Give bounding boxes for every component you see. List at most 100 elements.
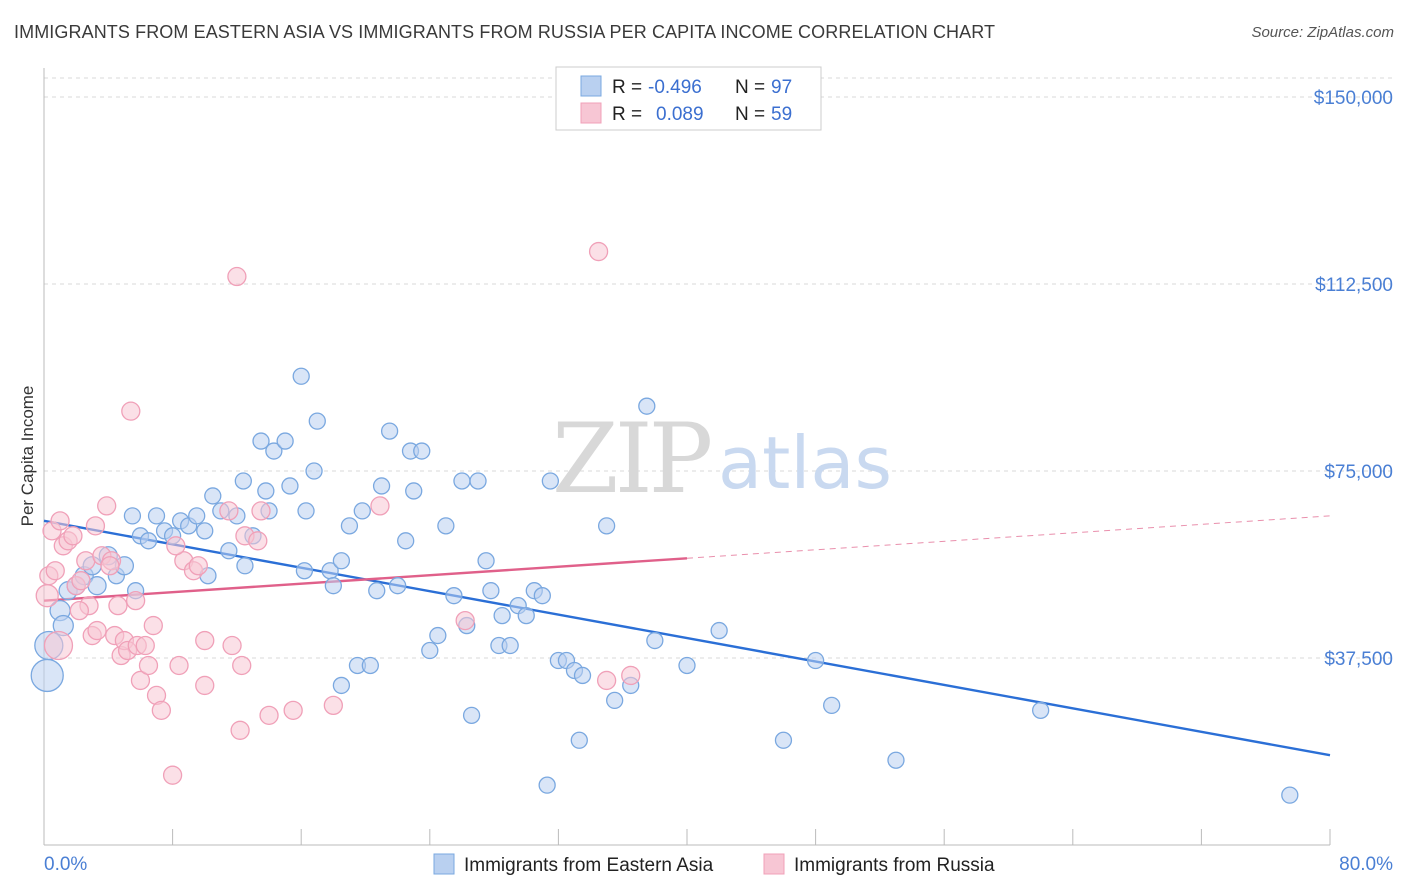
russia-point — [63, 526, 83, 546]
eastern-asia-point — [295, 562, 314, 580]
axes — [43, 68, 1331, 846]
y-tick-label: $37,500 — [1324, 649, 1393, 670]
watermark: ZIP atlas — [552, 403, 892, 515]
legend-r-label-1: R = — [612, 77, 642, 98]
russia-point — [195, 675, 215, 696]
eastern-asia-point — [372, 477, 391, 495]
eastern-asia-point — [538, 776, 556, 794]
eastern-asia-point — [469, 472, 487, 490]
eastern-asia-point — [533, 587, 551, 605]
eastern-asia-point — [462, 706, 481, 724]
russia-point — [130, 670, 151, 691]
eastern-asia-point — [236, 557, 254, 575]
y-tick-label: $112,500 — [1315, 275, 1393, 296]
russia-point — [169, 655, 189, 676]
eastern-asia-point — [147, 507, 166, 525]
eastern-asia-point — [196, 522, 214, 540]
eastern-asia-point — [308, 412, 326, 430]
series-legend-label-1: Immigrants from Eastern Asia — [464, 855, 714, 876]
eastern-asia-point — [220, 542, 238, 560]
eastern-asia-point — [324, 577, 343, 595]
eastern-asia-point — [710, 621, 728, 640]
eastern-asia-point — [297, 502, 315, 520]
eastern-asia-point — [340, 517, 359, 535]
eastern-asia-point — [139, 532, 158, 550]
legend-n-value-2: 59 — [771, 104, 792, 125]
eastern-asia-point — [570, 731, 588, 749]
watermark-zip: ZIP — [552, 403, 711, 515]
russia-point — [188, 556, 208, 576]
eastern-asia-point — [276, 432, 294, 450]
russia-point — [85, 516, 106, 536]
eastern-asia-point — [429, 626, 447, 645]
eastern-asia-point — [887, 751, 905, 769]
russia-point — [43, 630, 74, 661]
eastern-asia-point — [87, 576, 107, 596]
eastern-asia-point — [332, 676, 351, 695]
series-legend-label-2: Immigrants from Russia — [794, 855, 995, 876]
eastern-asia-point — [482, 582, 500, 600]
series-legend-swatch-1 — [433, 853, 455, 875]
eastern-asia-point — [305, 462, 323, 480]
russia-point — [143, 615, 163, 636]
russia-point — [455, 610, 475, 631]
russia-point — [135, 635, 155, 656]
eastern-asia-point — [421, 641, 439, 660]
russia-point — [259, 705, 279, 725]
eastern-asia-point — [477, 552, 495, 570]
russia-trendline-extension — [686, 515, 1331, 559]
watermark-atlas: atlas — [718, 421, 892, 505]
russia-point — [71, 571, 91, 591]
legend-r-label-2: R = — [612, 104, 642, 125]
series-legend-swatch-2 — [763, 853, 785, 875]
source-label: Source: ZipAtlas.com — [1251, 24, 1394, 41]
eastern-asia-point — [388, 577, 407, 595]
eastern-asia-point — [413, 442, 431, 460]
russia-point — [248, 531, 268, 551]
eastern-asia-point — [234, 472, 252, 490]
russia-point — [195, 630, 215, 651]
legend-n-label-2: N = — [735, 104, 765, 125]
eastern-asia-point — [638, 397, 656, 415]
russia-point — [97, 496, 117, 516]
eastern-asia-point — [353, 502, 371, 520]
russia-point — [588, 241, 609, 262]
y-tick-labels: $37,500 $75,000 $112,500 $150,000 — [1314, 88, 1393, 670]
eastern-asia-point — [1281, 786, 1299, 804]
eastern-asia-point — [606, 691, 624, 710]
chart-title: IMMIGRANTS FROM EASTERN ASIA VS IMMIGRAN… — [14, 22, 996, 42]
eastern-asia-point — [252, 432, 270, 450]
russia-point — [370, 496, 390, 516]
russia-point — [251, 501, 271, 521]
eastern-asia-point — [1032, 701, 1050, 720]
eastern-asia-point — [368, 582, 386, 600]
russia-point — [151, 700, 171, 721]
eastern-asia-point — [204, 487, 222, 505]
eastern-asia-point — [517, 606, 535, 625]
eastern-asia-point — [437, 517, 455, 535]
legend-swatch-blue — [580, 75, 602, 97]
eastern-asia-point — [453, 472, 471, 490]
russia-point — [125, 591, 146, 611]
russia-point — [219, 501, 239, 521]
russia-point — [69, 600, 90, 621]
stats-legend: R = -0.496 N = 97 R = 0.089 N = 59 — [555, 66, 822, 131]
eastern-asia-trendline — [43, 519, 1331, 757]
eastern-asia-point — [265, 442, 283, 460]
legend-r-value-2: 0.089 — [656, 104, 704, 125]
series-legend: Immigrants from Eastern Asia Immigrants … — [433, 853, 995, 876]
eastern-asia-point — [361, 656, 379, 675]
russia-point — [596, 670, 617, 691]
x-tick-label-left: 0.0% — [44, 854, 87, 875]
eastern-asia-point — [501, 636, 519, 655]
eastern-asia-point — [123, 507, 142, 525]
russia-point — [230, 720, 250, 740]
russia-point — [323, 695, 344, 716]
y-tick-label: $150,000 — [1314, 88, 1393, 109]
eastern-asia-point — [30, 658, 64, 693]
russia-point — [50, 511, 70, 531]
eastern-asia-point — [597, 517, 616, 535]
russia-point — [35, 584, 59, 608]
eastern-asia-point — [405, 482, 423, 500]
